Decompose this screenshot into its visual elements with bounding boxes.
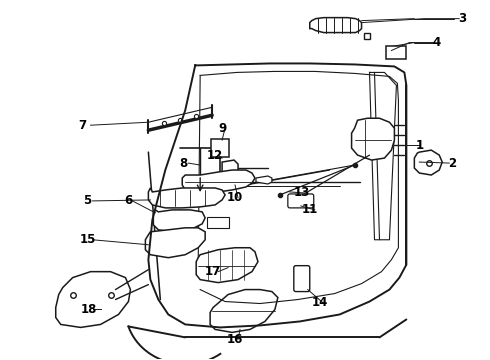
- Text: 12: 12: [207, 149, 223, 162]
- FancyBboxPatch shape: [387, 45, 406, 59]
- Text: 2: 2: [448, 157, 456, 170]
- Text: 9: 9: [218, 122, 226, 135]
- Polygon shape: [222, 160, 238, 176]
- Polygon shape: [148, 188, 225, 208]
- Polygon shape: [210, 289, 278, 332]
- Text: 6: 6: [124, 194, 133, 207]
- Text: 13: 13: [294, 186, 310, 199]
- FancyBboxPatch shape: [211, 139, 229, 157]
- Text: 8: 8: [179, 157, 187, 170]
- Text: 14: 14: [312, 296, 328, 309]
- Polygon shape: [256, 176, 272, 184]
- Text: 7: 7: [78, 119, 87, 132]
- Polygon shape: [310, 18, 362, 32]
- Text: 3: 3: [458, 12, 466, 25]
- Polygon shape: [146, 228, 205, 258]
- Polygon shape: [182, 170, 255, 192]
- Polygon shape: [153, 210, 205, 232]
- Text: 16: 16: [227, 333, 243, 346]
- FancyBboxPatch shape: [207, 217, 229, 228]
- Text: 18: 18: [80, 303, 97, 316]
- Text: 15: 15: [79, 233, 96, 246]
- Text: 4: 4: [432, 36, 441, 49]
- Text: 10: 10: [227, 192, 243, 204]
- FancyBboxPatch shape: [294, 266, 310, 292]
- Text: 11: 11: [302, 203, 318, 216]
- Text: 1: 1: [415, 139, 423, 152]
- Polygon shape: [415, 150, 442, 175]
- Polygon shape: [56, 272, 130, 328]
- Polygon shape: [352, 118, 394, 160]
- Text: 5: 5: [83, 194, 92, 207]
- FancyBboxPatch shape: [288, 194, 314, 208]
- Text: 17: 17: [205, 265, 221, 278]
- Polygon shape: [196, 248, 258, 283]
